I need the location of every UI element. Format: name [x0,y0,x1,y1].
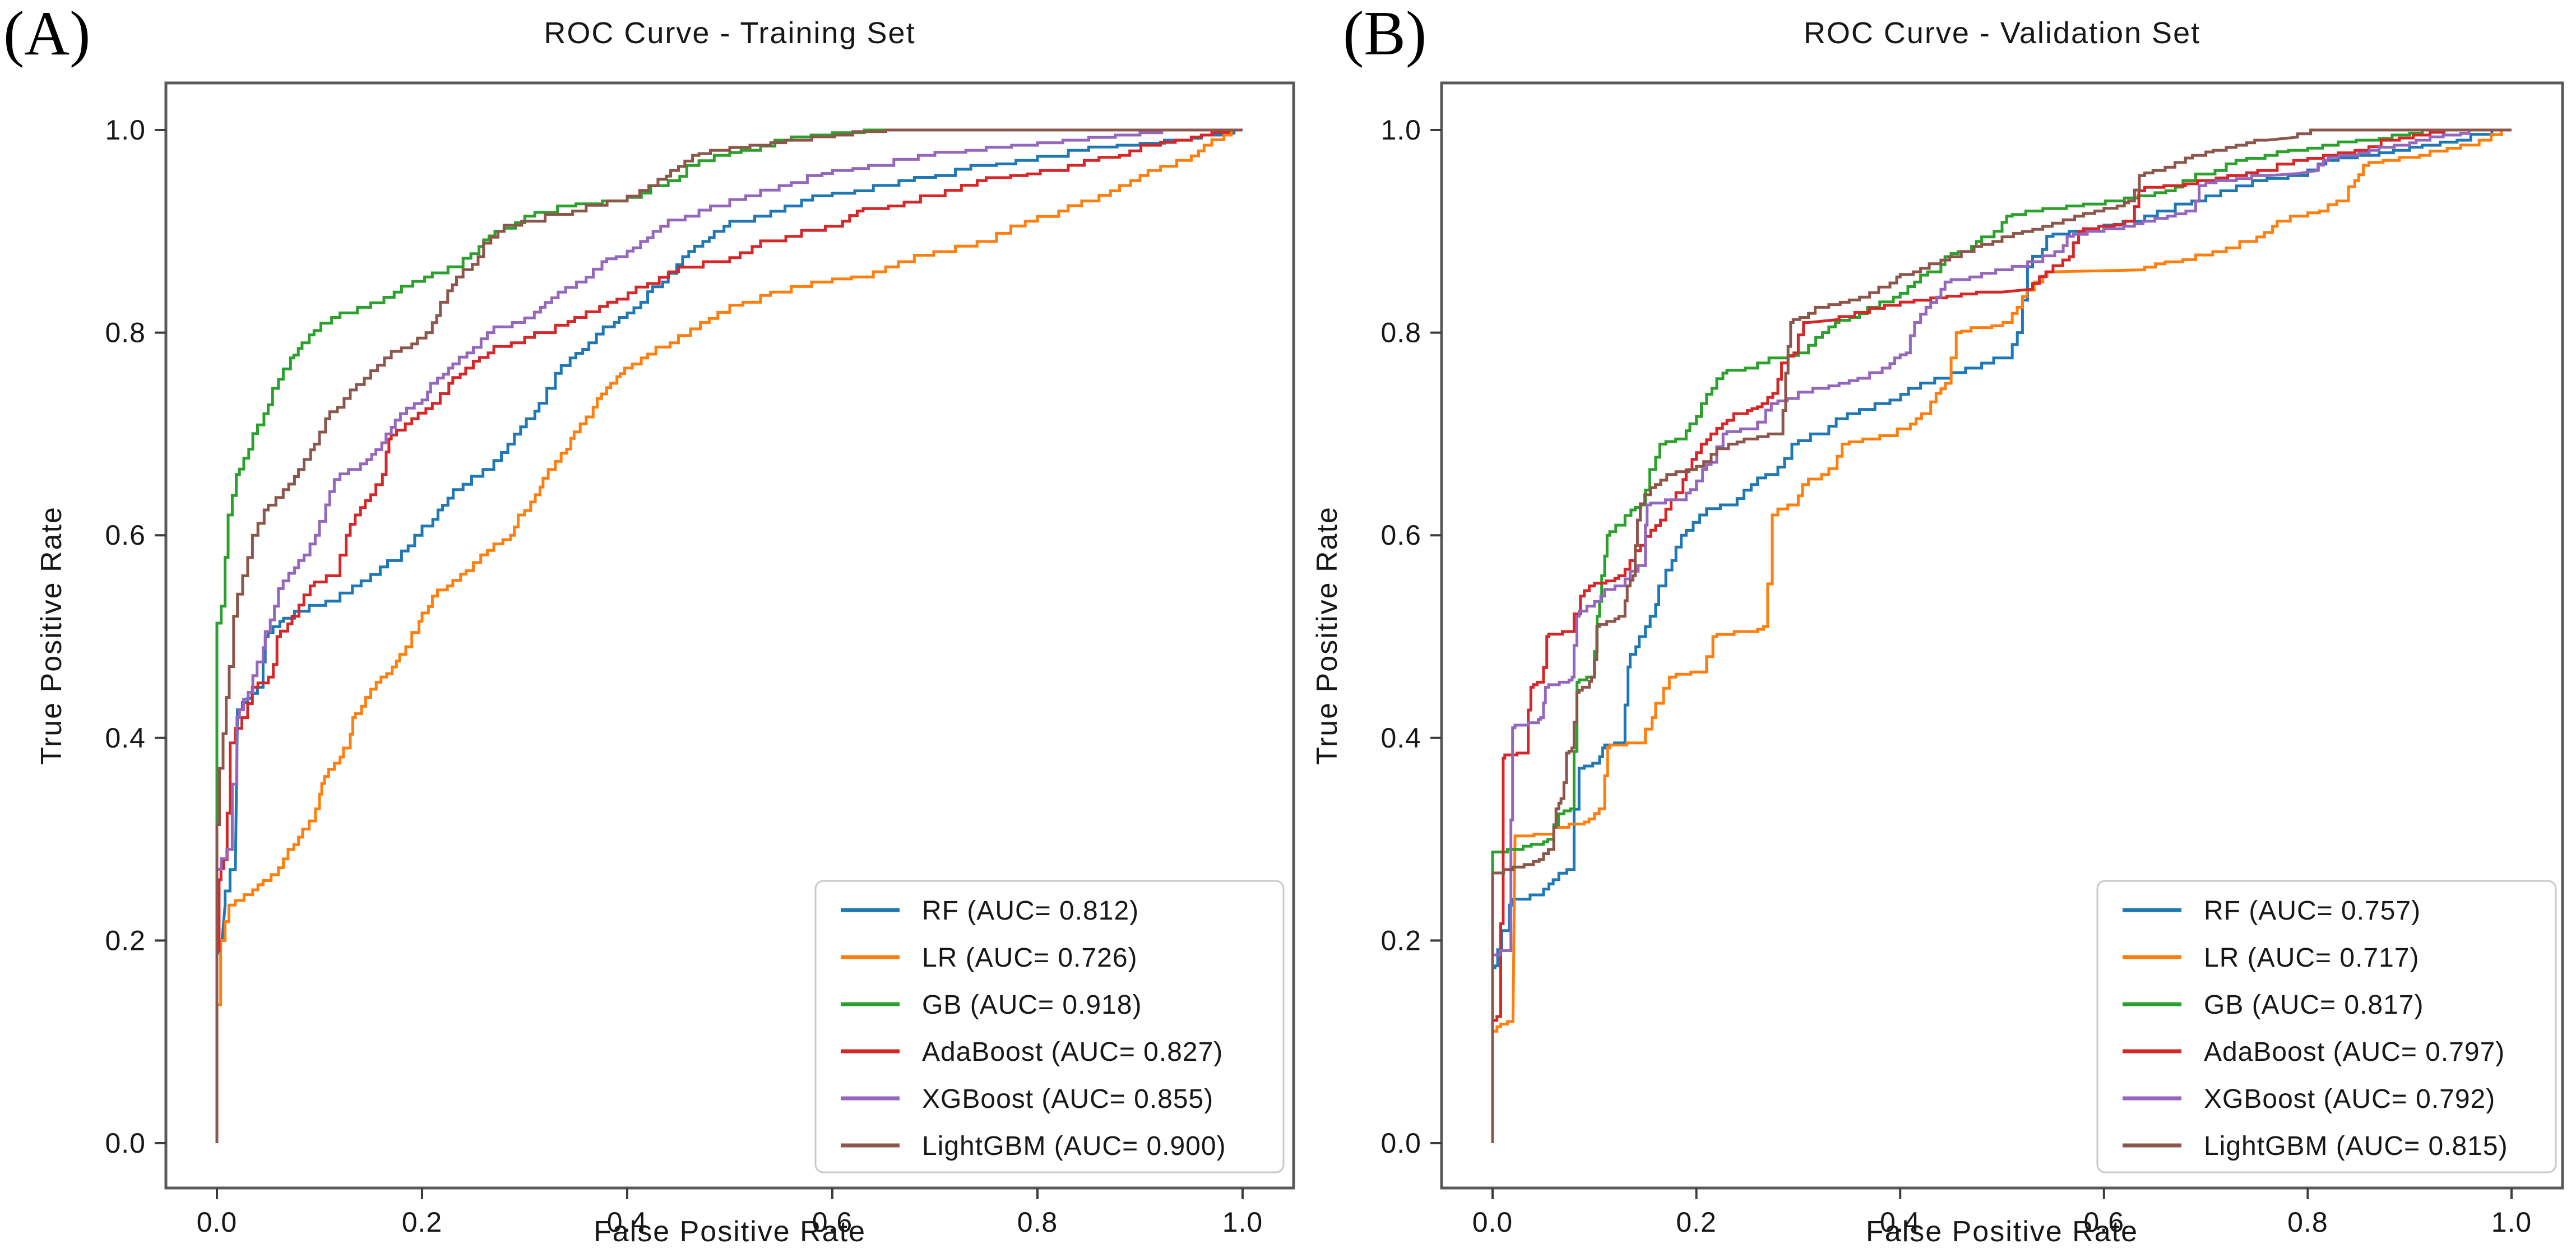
plot-area-training [164,81,1295,1190]
legend-label-xgboost: XGBoost (AUC= 0.792) [2204,1084,2495,1114]
legend-label-rf: RF (AUC= 0.812) [922,896,1139,926]
legend-label-lightgbm: LightGBM (AUC= 0.900) [922,1131,1226,1161]
x-tick-label: 0.0 [1472,1206,1513,1238]
x-tick-label: 0.8 [2287,1206,2328,1238]
roc-curve-adaboost-training [215,128,1243,1143]
panel-label-a: (A) [3,0,91,68]
legend-label-adaboost: AdaBoost (AUC= 0.797) [2204,1037,2505,1067]
roc-curve-gb-training [215,128,1243,1143]
y-tick-label: 0.0 [105,1127,146,1159]
y-tick-label: 0.2 [1380,925,1421,956]
roc-curve-gb-validation [1491,128,2512,1143]
legend-label-gb: GB (AUC= 0.817) [2204,990,2424,1020]
legend-box-validation [2096,880,2557,1173]
roc-curve-lightgbm-training [215,128,1243,1143]
legend-label-lr: LR (AUC= 0.726) [922,943,1138,973]
legend-box-training [814,880,1285,1173]
y-tick-label: 0.6 [1380,519,1421,551]
y-tick-label: 0.4 [105,722,146,754]
roc-curve-lr-validation [1491,128,2512,1143]
chart-title-training: ROC Curve - Training Set [544,16,916,50]
x-tick-label: 0.6 [2084,1206,2125,1238]
x-tick-label: 1.0 [2491,1206,2532,1238]
x-tick-label: 0.2 [1676,1206,1717,1238]
x-tick-label: 0.4 [607,1206,648,1238]
chart-title-validation: ROC Curve - Validation Set [1803,16,2201,50]
x-tick-label: 1.0 [1222,1206,1263,1238]
x-tick-label: 0.8 [1017,1206,1058,1238]
legend-label-lightgbm: LightGBM (AUC= 0.815) [2204,1131,2508,1161]
x-tick-label: 0.6 [812,1206,853,1238]
legend-label-lr: LR (AUC= 0.717) [2204,943,2420,973]
y-tick-label: 1.0 [1380,114,1421,146]
roc-curve-rf-training [215,128,1243,1143]
legend-label-rf: RF (AUC= 0.757) [2204,896,2421,926]
y-tick-label: 0.8 [105,317,146,349]
y-tick-label: 0.0 [1380,1127,1421,1159]
legend-label-adaboost: AdaBoost (AUC= 0.827) [922,1037,1223,1067]
y-tick-label: 1.0 [105,114,146,146]
roc-curve-adaboost-validation [1491,128,2512,1143]
y-tick-label: 0.8 [1380,317,1421,349]
x-axis-label-training: False Positive Rate [594,1215,866,1248]
panel-training: 0.0 0.2 0.4 0.6 0.8 1.0 0.0 0.2 0.4 0.6 0.8 1.0 RF (… [105,81,1295,1238]
x-axis-label-validation: False Positive Rate [1866,1215,2138,1248]
legend-label-xgboost: XGBoost (AUC= 0.855) [922,1084,1213,1114]
x-tick-label: 0.2 [402,1206,443,1238]
y-tick-label: 0.6 [105,519,146,551]
x-tick-label: 0.0 [197,1206,238,1238]
roc-curve-xgboost-validation [1491,128,2512,1143]
y-tick-label: 0.4 [1380,722,1421,754]
roc-curve-lr-training [215,128,1243,1143]
y-tick-label: 0.2 [105,925,146,956]
panel-validation: 0.0 0.2 0.4 0.6 0.8 1.0 0.0 0.2 0.4 0.6 0.8 1.0 RF (… [1380,81,2564,1238]
roc-curve-rf-validation [1491,128,2512,1143]
roc-curve-lightgbm-validation [1491,128,2512,1143]
roc-curve-xgboost-training [215,128,1243,1143]
x-tick-label: 0.4 [1880,1206,1921,1238]
panel-label-b: (B) [1343,0,1427,68]
plot-area-validation [1440,81,2564,1190]
legend-label-gb: GB (AUC= 0.918) [922,990,1142,1020]
